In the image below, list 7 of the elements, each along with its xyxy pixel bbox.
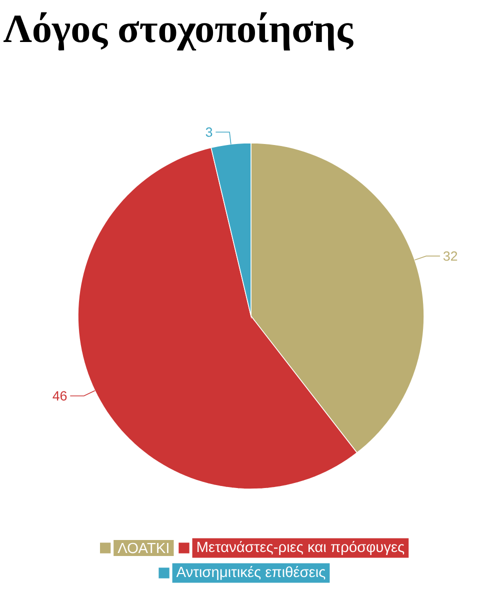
chart-title: Λόγος στοχοποίησης — [3, 12, 354, 50]
legend-label: ΛΟΑΤΚΙ — [118, 542, 168, 554]
data-label: 46 — [52, 391, 67, 401]
data-label: 3 — [206, 127, 212, 137]
legend-label: Μετανάστες-ριες και πρόσφυγες — [197, 540, 404, 556]
legend-label: Αντισημιτικές επιθέσεις — [176, 566, 326, 580]
data-label: 32 — [443, 251, 458, 261]
